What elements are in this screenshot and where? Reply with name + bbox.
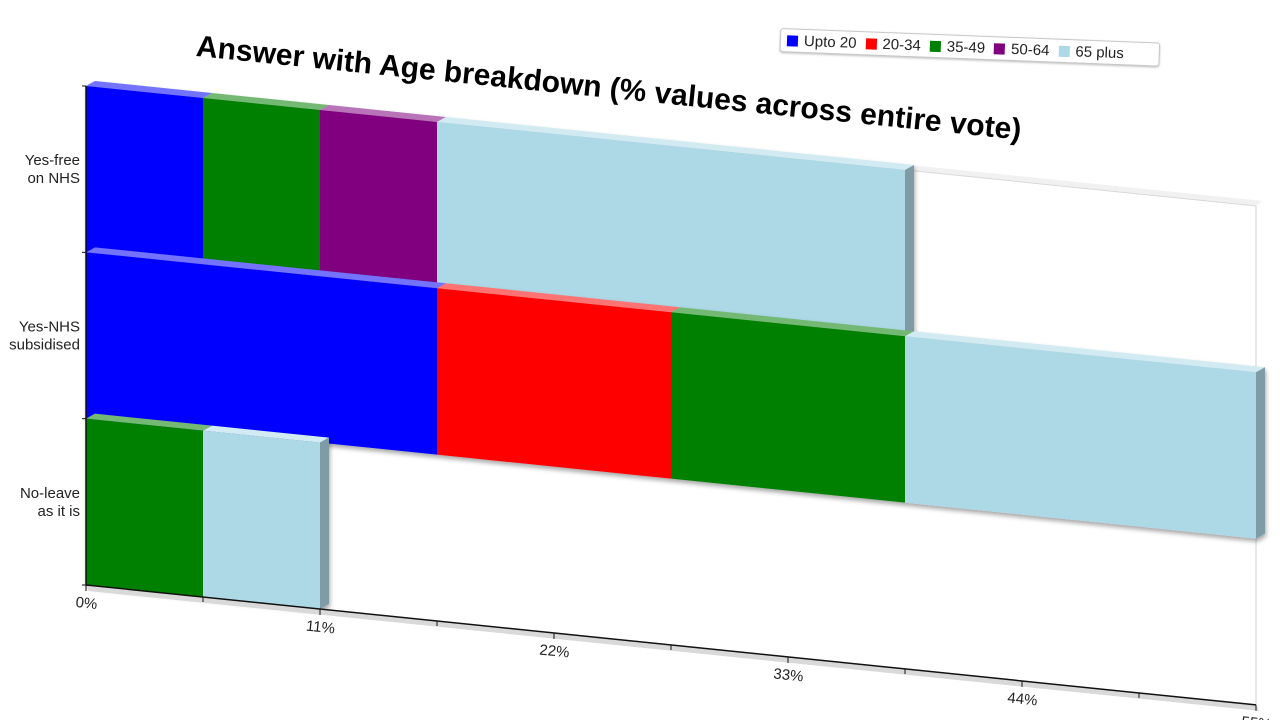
bar-yes-nhs-subsidised-35-49 bbox=[671, 312, 905, 503]
bar-end-yes-free-on-nhs bbox=[905, 164, 914, 337]
bar-group-yes-nhs-subsidised bbox=[86, 247, 1265, 539]
y-category-label: Yes-NHS bbox=[19, 319, 80, 336]
bar-top-yes-free-on-nhs-upto-20 bbox=[86, 81, 212, 98]
bar-yes-free-on-nhs-35-49 bbox=[203, 97, 320, 277]
x-axis-bevel bbox=[86, 585, 1259, 711]
bar-top-yes-nhs-subsidised-20-34 bbox=[437, 283, 680, 313]
x-tick-label: 33% bbox=[773, 666, 805, 686]
y-category-label: subsidised bbox=[9, 337, 80, 354]
bar-top-yes-nhs-subsidised-upto-20 bbox=[86, 247, 446, 289]
y-category-label: as it is bbox=[37, 503, 80, 520]
bar-yes-nhs-subsidised-20-34 bbox=[437, 288, 671, 479]
bar-yes-free-on-nhs-50-64 bbox=[320, 109, 437, 289]
bar-top-yes-nhs-subsidised-35-49 bbox=[671, 307, 914, 337]
bar-top-no-leave-as-it-is-65-plus bbox=[203, 425, 329, 443]
bar-top-yes-free-on-nhs-50-64 bbox=[320, 104, 446, 122]
x-tick-label: 44% bbox=[1007, 689, 1039, 709]
bar-group-yes-free-on-nhs bbox=[86, 81, 914, 337]
y-category-label: Yes-free bbox=[25, 152, 80, 169]
bars bbox=[86, 81, 1265, 609]
bar-yes-free-on-nhs-upto-20 bbox=[86, 86, 203, 265]
x-tick-label: 0% bbox=[75, 594, 98, 613]
bar-group-no-leave-as-it-is bbox=[86, 413, 329, 609]
bar-end-no-leave-as-it-is bbox=[320, 437, 329, 609]
x-tick-label: 22% bbox=[539, 642, 571, 662]
bar-no-leave-as-it-is-35-49 bbox=[86, 418, 203, 597]
bar-end-yes-nhs-subsidised bbox=[1256, 367, 1265, 539]
bar-top-yes-nhs-subsidised-65-plus bbox=[905, 331, 1265, 373]
y-category-label: on NHS bbox=[27, 170, 80, 187]
bar-yes-nhs-subsidised-upto-20 bbox=[86, 252, 437, 455]
x-tick-label: 55% bbox=[1241, 713, 1273, 720]
bar-yes-free-on-nhs-65-plus bbox=[437, 121, 905, 337]
bar-top-no-leave-as-it-is-35-49 bbox=[86, 413, 212, 431]
bar-no-leave-as-it-is-65-plus bbox=[203, 430, 320, 609]
bar-top-yes-free-on-nhs-35-49 bbox=[203, 92, 329, 110]
x-tick-label: 11% bbox=[305, 618, 335, 638]
y-category-label: No-leave bbox=[20, 485, 80, 502]
bar-yes-nhs-subsidised-65-plus bbox=[905, 336, 1256, 539]
bar-top-yes-free-on-nhs-65-plus bbox=[437, 116, 914, 170]
